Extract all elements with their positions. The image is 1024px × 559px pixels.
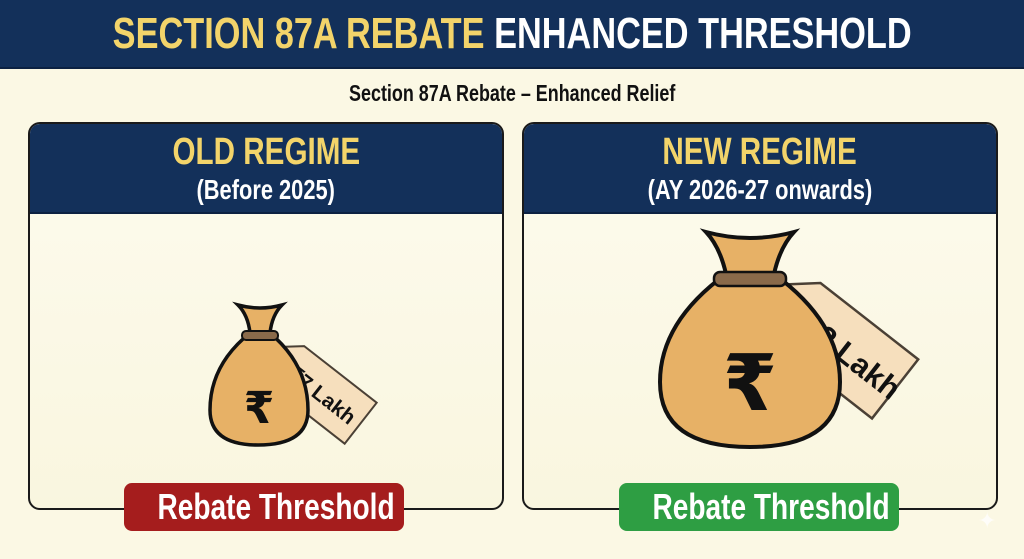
panel-header: NEW REGIME (AY 2026-27 onwards)	[524, 124, 996, 214]
badge-text: Rebate Threshold	[157, 486, 395, 527]
title-highlight: SECTION 87A REBATE	[112, 9, 485, 58]
money-bag-icon: ₹7 Lakh ₹	[208, 301, 379, 447]
badge-text: Rebate Threshold	[652, 486, 890, 527]
sparkle-icon: ✦	[978, 508, 997, 533]
rupee-icon: ₹	[244, 383, 275, 434]
panel-header: OLD REGIME (Before 2025)	[30, 124, 502, 214]
title-rest: ENHANCED THRESHOLD	[494, 9, 912, 58]
title-banner: SECTION 87A REBATE ENHANCED THRESHOLD	[0, 0, 1024, 69]
new-regime-badge: Rebate Threshold	[619, 483, 899, 531]
panel-title: OLD REGIME	[172, 131, 360, 173]
panel-period: (AY 2026-27 onwards)	[647, 174, 873, 205]
subtitle: Section 87A Rebate – Enhanced Relief	[0, 80, 1024, 107]
rupee-icon: ₹	[723, 339, 777, 429]
page-title: SECTION 87A REBATE ENHANCED THRESHOLD	[113, 0, 912, 67]
money-bag-icon: ₹12 Lakh ₹	[657, 228, 920, 450]
panel-period: (Before 2025)	[196, 174, 336, 205]
subtitle-text: Section 87A Rebate – Enhanced Relief	[348, 80, 676, 106]
old-regime-panel: OLD REGIME (Before 2025)	[28, 122, 504, 510]
panel-title: NEW REGIME	[662, 131, 858, 173]
old-regime-badge: Rebate Threshold	[124, 483, 404, 531]
